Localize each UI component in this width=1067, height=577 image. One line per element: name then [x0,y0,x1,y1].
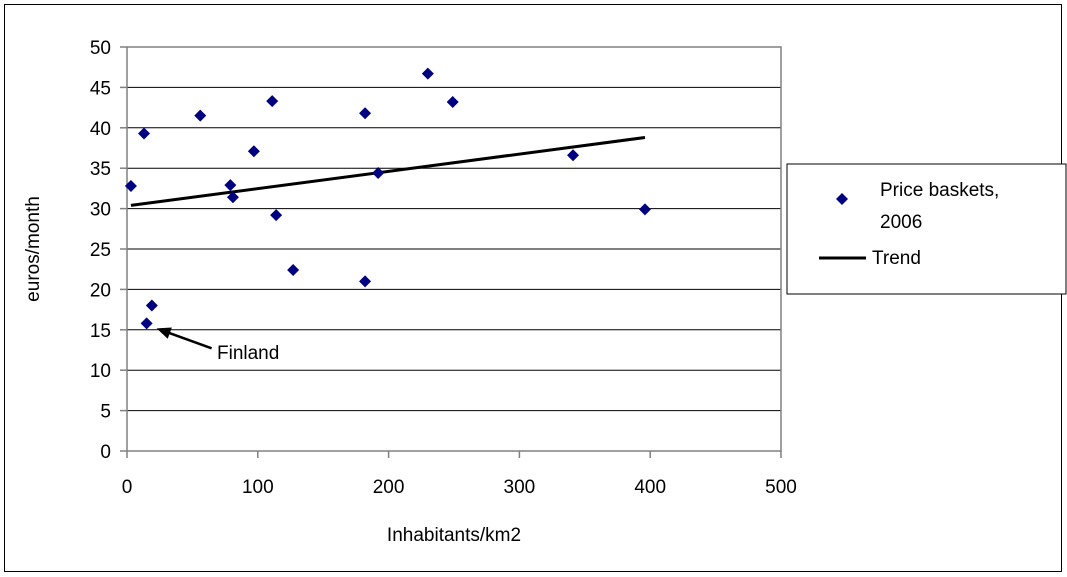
y-tick-label: 20 [90,280,111,301]
data-point [124,179,137,192]
data-point [140,317,153,330]
y-tick-label: 35 [90,159,111,180]
legend-box [786,163,1067,295]
trend-line [130,136,646,207]
arrow-line [164,330,213,350]
x-tick-label: 500 [765,477,797,498]
data-point [567,149,580,162]
legend: Price baskets, 2006 Trend [786,163,1067,295]
x-tick-label: 400 [634,477,666,498]
y-tick-label: 30 [90,200,111,221]
legend-marker-diamond [836,193,848,205]
legend-label-series-line2: 2006 [880,212,922,233]
data-point [138,127,151,140]
data-point [372,167,385,180]
x-axis-title: Inhabitants/km2 [387,525,521,546]
y-tick-label: 0 [100,442,111,463]
y-tick-label: 25 [90,240,111,261]
y-tick-label: 50 [90,38,111,59]
finland-annotation: Finland [156,327,279,364]
gridlines [127,86,781,412]
data-point [359,107,372,120]
x-axis-ticks: 0 100 200 300 400 500 [122,451,797,498]
data-points [124,67,651,330]
x-tick-label: 200 [373,477,405,498]
legend-label-trend: Trend [872,248,921,269]
data-point [224,179,237,192]
x-tick-label: 0 [122,477,133,498]
data-point [638,203,651,216]
data-point [287,264,300,277]
data-point [226,191,239,204]
data-point [194,109,207,122]
annotation-label: Finland [217,343,279,364]
x-tick-label: 300 [504,477,536,498]
y-axis-ticks: 0 5 10 15 20 25 30 35 40 45 50 [90,38,127,463]
data-point [270,209,283,222]
y-axis-title: euros/month [23,196,44,302]
y-tick-label: 45 [90,78,111,99]
arrow-head [156,327,172,339]
data-point [421,67,434,80]
y-tick-label: 40 [90,119,111,140]
y-tick-label: 5 [100,402,111,423]
data-point [266,95,279,108]
y-tick-label: 10 [90,361,111,382]
data-point [247,145,260,158]
data-point [446,95,459,108]
y-tick-label: 15 [90,321,111,342]
x-tick-label: 100 [242,477,274,498]
data-point [145,299,158,312]
legend-label-series-line1: Price baskets, [880,180,999,201]
data-point [359,275,372,288]
